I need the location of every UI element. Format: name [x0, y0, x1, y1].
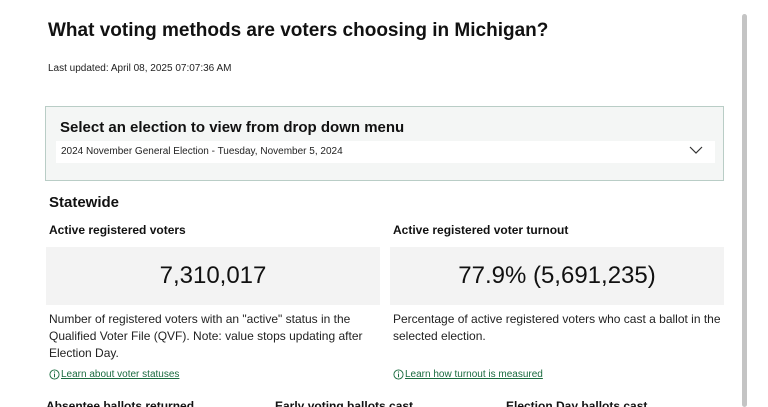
page-title: What voting methods are voters choosing …	[48, 20, 549, 41]
voter-statuses-link[interactable]: Learn about voter statuses	[49, 369, 179, 380]
scrollbar[interactable]	[742, 14, 747, 407]
turnout-measured-link-text: Learn how turnout is measured	[405, 369, 543, 380]
active-registered-card: 7,310,017	[46, 247, 380, 305]
active-registered-description: Number of registered voters with an "act…	[49, 312, 363, 360]
info-icon	[393, 369, 404, 380]
election-dropdown[interactable]: 2024 November General Election - Tuesday…	[56, 141, 715, 163]
active-registered-label: Active registered voters	[49, 223, 186, 237]
election-dropdown-value: 2024 November General Election - Tuesday…	[61, 146, 343, 157]
voter-statuses-link-text: Learn about voter statuses	[61, 369, 180, 380]
turnout-value: 77.9% (5,691,235)	[458, 262, 656, 289]
turnout-measured-link[interactable]: Learn how turnout is measured	[393, 369, 543, 380]
active-registered-value: 7,310,017	[159, 262, 267, 289]
turnout-label: Active registered voter turnout	[393, 223, 569, 237]
turnout-card: 77.9% (5,691,235)	[390, 247, 724, 305]
last-updated-text: Last updated: April 08, 2025 07:07:36 AM	[48, 63, 232, 74]
election-selector-heading: Select an election to view from drop dow…	[60, 119, 405, 136]
turnout-description: Percentage of active registered voters w…	[393, 312, 721, 343]
election-day-label: Election Day ballots cast	[506, 399, 648, 407]
info-icon	[49, 369, 60, 380]
statewide-heading: Statewide	[49, 194, 120, 211]
early-voting-label: Early voting ballots cast	[275, 399, 414, 407]
absentee-ballots-label: Absentee ballots returned	[46, 399, 195, 407]
chevron-down-icon	[689, 146, 703, 154]
election-selector-panel: Select an election to view from drop dow…	[45, 106, 724, 181]
